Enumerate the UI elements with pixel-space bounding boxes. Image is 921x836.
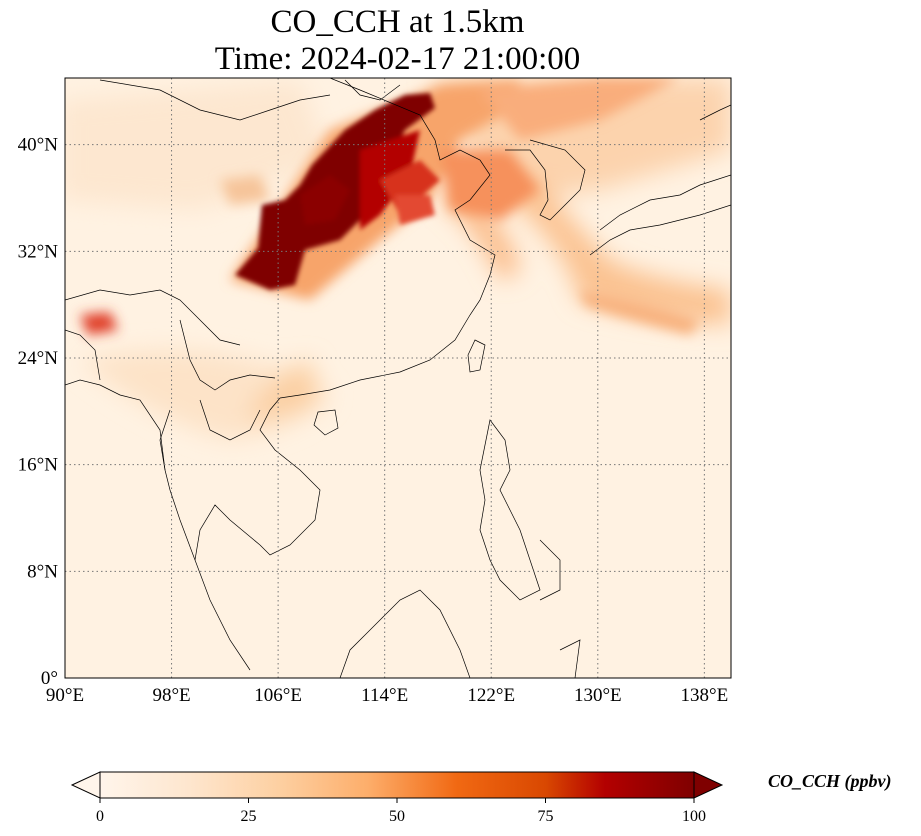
colorbar-tick-label: 75	[538, 808, 554, 825]
y-tick-label: 16°N	[18, 455, 59, 476]
colorbar-tick-label: 50	[389, 808, 405, 825]
y-tick-label: 24°N	[18, 348, 59, 369]
map-title: CO_CCH at 1.5km	[270, 4, 525, 40]
x-tick-label: 138°E	[681, 685, 729, 706]
x-tick-label: 130°E	[574, 685, 622, 706]
y-tick-label: 32°N	[18, 241, 59, 262]
x-tick-label: 90°E	[46, 685, 84, 706]
colorbar-tick-label: 100	[682, 808, 706, 825]
y-tick-label: 40°N	[18, 135, 59, 156]
x-tick-label: 122°E	[467, 685, 515, 706]
colorbar: 0 25 50 75 100	[70, 771, 724, 825]
y-tick-label: 0°	[41, 668, 58, 689]
colorbar-ticks: 0 25 50 75 100	[96, 798, 706, 825]
map-gridlines	[65, 78, 731, 678]
colorbar-tick-label: 25	[241, 808, 257, 825]
colorbar-extend-max	[693, 771, 724, 799]
colorbar-tick-label: 0	[96, 808, 104, 825]
x-tick-label: 98°E	[152, 685, 190, 706]
x-tick-label: 106°E	[254, 685, 302, 706]
colorbar-label: CO_CCH (ppbv)	[768, 771, 892, 791]
colorbar-gradient	[99, 771, 695, 799]
coastlines	[65, 78, 731, 678]
x-axis-ticks: 90°E 98°E 106°E 114°E 122°E 130°E 138°E	[46, 685, 728, 706]
map-border	[64, 77, 732, 679]
map-subtitle-time: Time: 2024-02-17 21:00:00	[214, 41, 581, 77]
x-tick-label: 114°E	[361, 685, 408, 706]
colorbar-extend-min	[70, 771, 101, 799]
y-axis-ticks: 0° 8°N 16°N 24°N 32°N 40°N	[18, 135, 59, 689]
y-tick-label: 8°N	[27, 561, 58, 582]
